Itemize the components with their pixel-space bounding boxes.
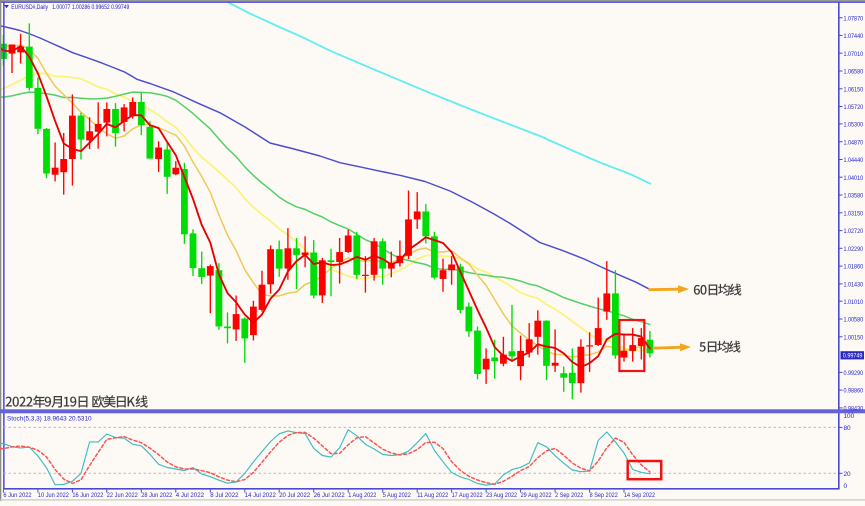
svg-text:1.01430: 1.01430 bbox=[844, 282, 864, 289]
svg-text:1.07440: 1.07440 bbox=[844, 33, 864, 40]
svg-text:17 Aug 2022: 17 Aug 2022 bbox=[452, 492, 483, 499]
svg-text:1.07010: 1.07010 bbox=[844, 51, 864, 58]
svg-text:1.00580: 1.00580 bbox=[844, 317, 864, 324]
svg-text:10 Jun 2022: 10 Jun 2022 bbox=[38, 492, 69, 499]
svg-text:16 Jun 2022: 16 Jun 2022 bbox=[72, 492, 103, 499]
svg-text:1 Aug 2022: 1 Aug 2022 bbox=[348, 492, 377, 499]
svg-text:1.03150: 1.03150 bbox=[844, 210, 864, 217]
svg-text:1.04870: 1.04870 bbox=[844, 139, 864, 146]
svg-text:Stoch(5,3,3) 18.9643 20.5310: Stoch(5,3,3) 18.9643 20.5310 bbox=[7, 416, 92, 423]
svg-text:1.06150: 1.06150 bbox=[844, 86, 864, 93]
svg-text:1.02720: 1.02720 bbox=[844, 228, 864, 235]
svg-text:1.04440: 1.04440 bbox=[844, 157, 864, 164]
svg-text:80: 80 bbox=[844, 425, 852, 432]
svg-text:2 Sep 2022: 2 Sep 2022 bbox=[555, 492, 584, 499]
svg-text:22 Jun 2022: 22 Jun 2022 bbox=[107, 492, 138, 499]
svg-text:29 Aug 2022: 29 Aug 2022 bbox=[521, 492, 552, 499]
svg-text:1.05720: 1.05720 bbox=[844, 104, 864, 111]
svg-text:1.06580: 1.06580 bbox=[844, 69, 864, 76]
svg-text:26 Jul 2022: 26 Jul 2022 bbox=[314, 492, 345, 499]
svg-text:4 Jul 2022: 4 Jul 2022 bbox=[176, 492, 205, 499]
svg-text:0.98430: 0.98430 bbox=[844, 406, 864, 413]
svg-text:0.98860: 0.98860 bbox=[844, 388, 864, 395]
svg-text:100: 100 bbox=[844, 413, 855, 420]
svg-text:1.05300: 1.05300 bbox=[844, 122, 864, 129]
svg-text:0.99749: 0.99749 bbox=[843, 353, 863, 360]
svg-text:14 Jul 2022: 14 Jul 2022 bbox=[245, 492, 276, 499]
svg-text:23 Aug 2022: 23 Aug 2022 bbox=[486, 492, 517, 499]
svg-text:EURUSD#,Daily 1.00077 1.0028: EURUSD#,Daily 1.00077 1.00286 0.99652 0.… bbox=[11, 4, 129, 11]
svg-text:1.03580: 1.03580 bbox=[844, 193, 864, 200]
svg-text:20: 20 bbox=[844, 471, 852, 478]
svg-text:0.99290: 0.99290 bbox=[844, 370, 864, 377]
svg-text:28 Jun 2022: 28 Jun 2022 bbox=[141, 492, 172, 499]
svg-text:6 Jun 2022: 6 Jun 2022 bbox=[3, 492, 32, 499]
svg-text:1.02290: 1.02290 bbox=[844, 246, 864, 253]
svg-text:1.07870: 1.07870 bbox=[844, 15, 864, 22]
svg-text:11 Aug 2022: 11 Aug 2022 bbox=[417, 492, 448, 499]
svg-text:1.01860: 1.01860 bbox=[844, 264, 864, 271]
svg-text:20 Jul 2022: 20 Jul 2022 bbox=[279, 492, 310, 499]
svg-text:1.00150: 1.00150 bbox=[844, 334, 864, 341]
svg-text:5 Aug 2022: 5 Aug 2022 bbox=[383, 492, 412, 499]
svg-text:14 Sep 2022: 14 Sep 2022 bbox=[624, 492, 655, 499]
svg-text:1.04010: 1.04010 bbox=[844, 175, 864, 182]
svg-text:1.01010: 1.01010 bbox=[844, 299, 864, 306]
svg-text:0: 0 bbox=[844, 483, 848, 490]
svg-text:8 Sep 2022: 8 Sep 2022 bbox=[590, 492, 619, 499]
svg-text:8 Jul 2022: 8 Jul 2022 bbox=[210, 492, 239, 499]
